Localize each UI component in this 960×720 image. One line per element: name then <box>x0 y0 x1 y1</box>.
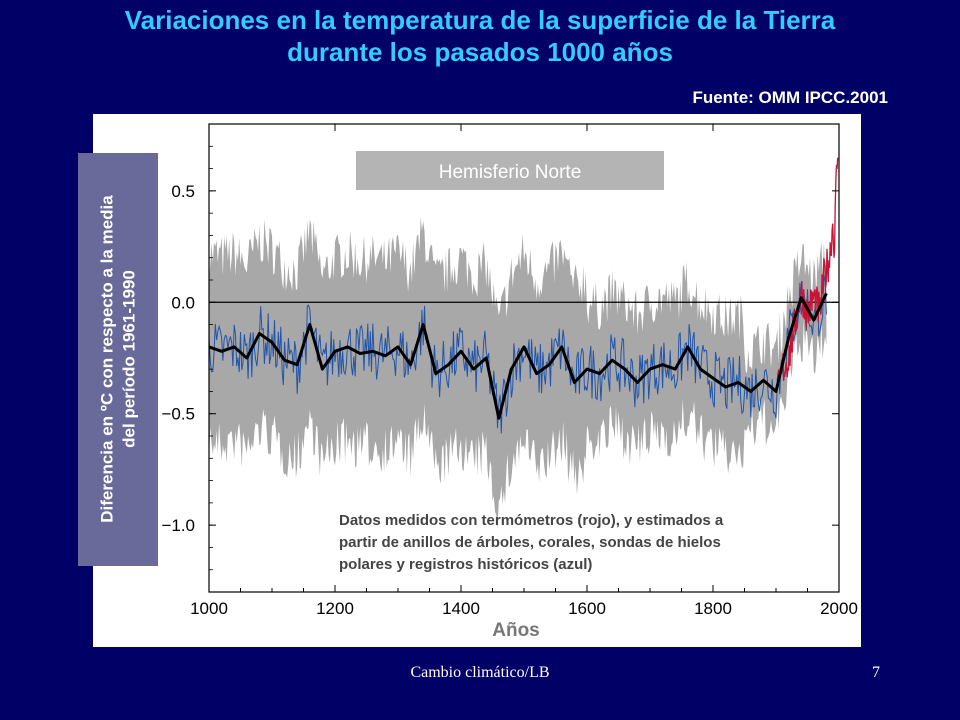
page-title: Variaciones en la temperatura de la supe… <box>0 4 960 68</box>
y-axis-label-box: Diferencia en ºC con respecto a la media… <box>78 153 158 566</box>
x-tick-label: 2000 <box>820 599 858 618</box>
panel-label-box <box>356 151 664 190</box>
x-tick-label: 1000 <box>190 599 228 618</box>
title-line-2: durante los pasados 1000 años <box>287 37 673 67</box>
title-line-1: Variaciones en la temperatura de la supe… <box>124 5 836 35</box>
source-label: Fuente: OMM IPCC.2001 <box>692 88 888 107</box>
y-tick-label: −0.5 <box>161 405 195 424</box>
x-tick-label: 1600 <box>568 599 606 618</box>
annotation-line: Datos medidos con termómetros (rojo), y … <box>339 512 724 529</box>
temperature-chart: 1000 1200 1400 1600 1800 2000 0.5 0.0 −0.5 −1.0 He… <box>161 123 858 641</box>
smoothed-series-line <box>208 292 828 420</box>
x-axis-label: Años <box>492 620 540 641</box>
annotation-line: polares y registros históricos (azul) <box>339 556 592 573</box>
uncertainty-band <box>209 216 827 529</box>
y-axis-label-line-2: del período 1961-1990 <box>119 270 139 448</box>
chart-panel: 1000 1200 1400 1600 1800 2000 0.5 0.0 −0.5 −1.0 He… <box>93 114 861 647</box>
instrumental-series-line <box>776 157 839 381</box>
y-tick-label: 0.0 <box>171 293 195 312</box>
x-tick-label: 1800 <box>694 599 732 618</box>
page-number: 7 <box>872 664 880 681</box>
panel-label: Hemisferio Norte <box>439 162 582 183</box>
y-axis-label-line-1: Diferencia en ºC con respecto a la media <box>97 195 117 523</box>
y-tick-label: −1.0 <box>161 516 195 535</box>
x-tick-label: 1200 <box>316 599 354 618</box>
y-axis-label: Diferencia en ºC con respecto a la media… <box>79 153 159 566</box>
footer-text: Cambio climático/LB <box>410 664 550 681</box>
annotation-line: partir de anillos de árboles, corales, s… <box>339 534 721 551</box>
x-tick-label: 1400 <box>442 599 480 618</box>
y-tick-label: 0.5 <box>171 182 195 201</box>
